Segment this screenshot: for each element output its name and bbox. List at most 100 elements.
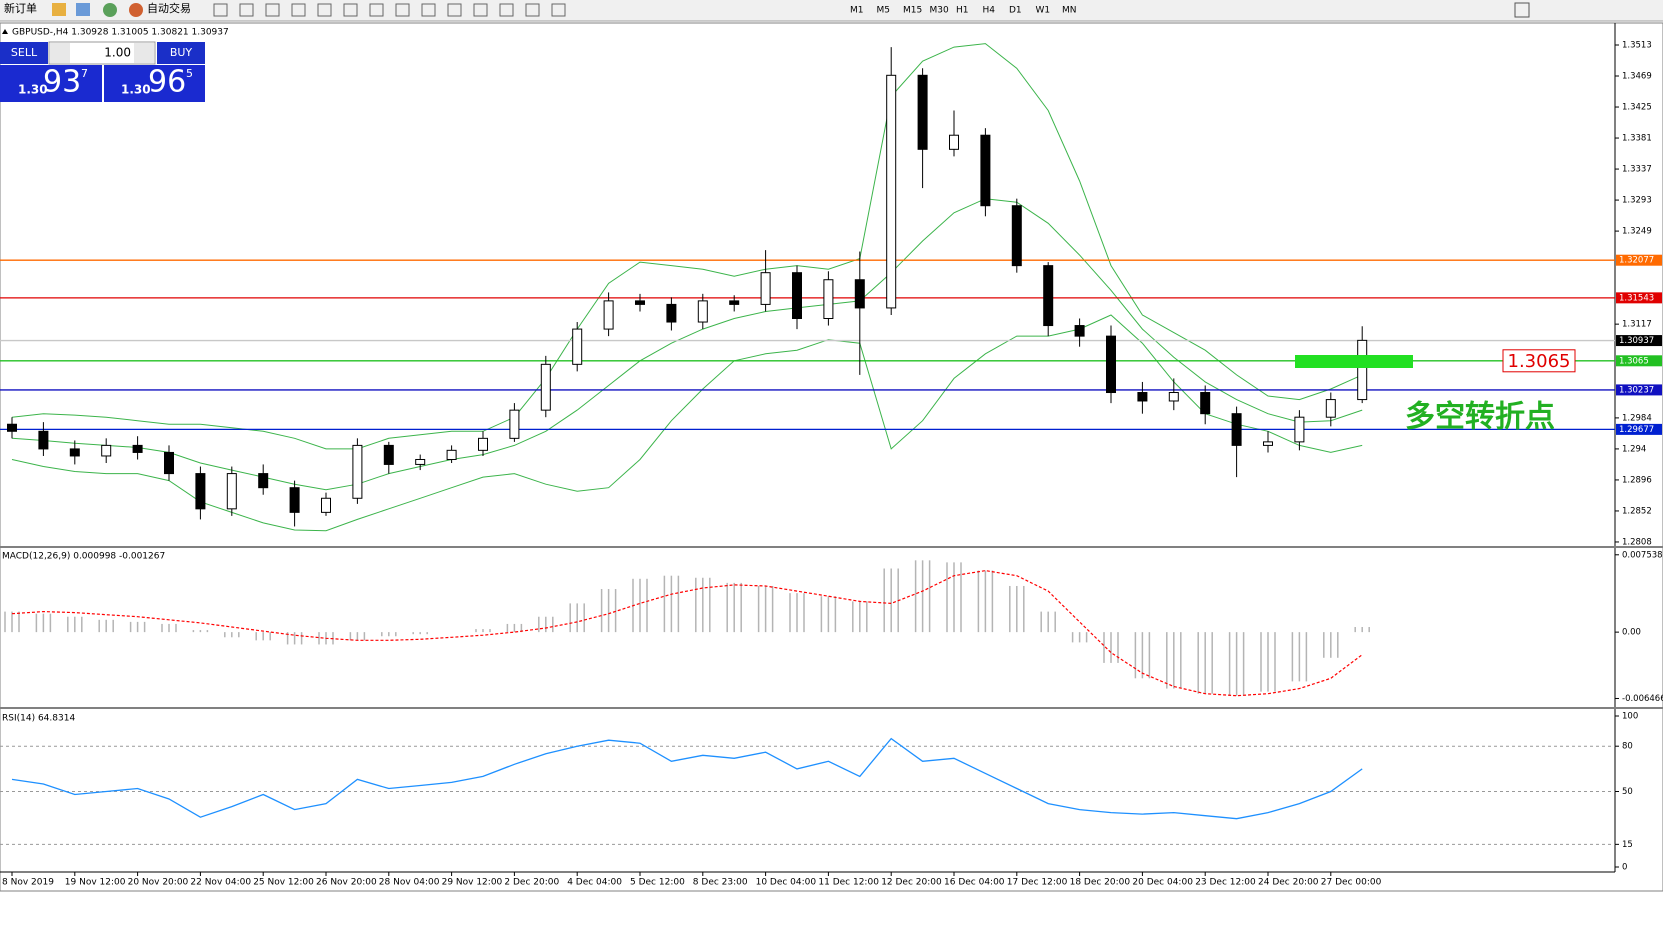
level-tag-label: 1.31543 [1619,293,1654,303]
timeframe-button[interactable]: M30 [930,6,949,16]
timeframe-button[interactable]: H1 [956,6,969,16]
tool-icon[interactable] [551,3,566,17]
auto-trading-icon[interactable] [129,3,143,17]
timeframe-button[interactable]: M1 [850,6,864,16]
candle-body [38,430,49,450]
candle-body [635,300,645,305]
sell-button[interactable] [0,42,48,64]
tool-icon[interactable] [421,3,436,17]
level-annotation-box [1502,349,1576,373]
search-icon[interactable] [1514,2,1530,18]
time-label: 8 Nov 2019 [2,878,54,888]
icon[interactable] [103,3,117,17]
macd-signal [11,569,1363,697]
bollinger-lower [11,314,1363,532]
timeframe-button[interactable]: M15 [903,6,922,16]
tool-icon[interactable] [213,3,228,17]
icon[interactable] [76,3,90,16]
candle-body [1168,392,1179,402]
tool-icon[interactable] [499,3,514,17]
candle-body [1011,205,1022,267]
sell-price-prefix[interactable]: 1.30 [18,83,48,97]
trade-panel: SELL 1.00 BUY 1.30 93 7 1.30 96 5 [0,41,205,102]
buy-price-small[interactable]: 5 [186,67,193,80]
tool-icon[interactable] [447,3,462,17]
y-tick-label: 1.2852 [1622,506,1652,516]
tool-icon[interactable] [343,3,358,17]
collapse-icon[interactable] [2,29,8,34]
rsi-title: RSI(14) 64.8314 [2,714,75,724]
sell-label[interactable]: SELL [11,46,38,59]
volume-box[interactable] [48,41,156,65]
candle-body [7,423,17,432]
annotation: 多空转折点 [1405,400,1555,435]
y-tick-label: 1.3117 [1622,320,1652,330]
tool-icon[interactable] [395,3,410,17]
sell-price-big[interactable]: 93 [43,65,81,100]
y-tick-label: 1.3249 [1622,227,1652,237]
tool-icon[interactable] [265,3,280,17]
chart-title: GBPUSD-,H4 1.30928 1.31005 1.30821 1.309… [12,28,229,38]
time-label: 17 Dec 12:00 [1007,878,1068,888]
candle-body [101,444,112,457]
candle-body [540,363,551,411]
buy-price-prefix[interactable]: 1.30 [121,83,151,97]
tool-icon[interactable] [291,3,306,17]
candle-body [164,451,174,475]
y-tick-label: 1.2896 [1622,475,1652,485]
candle-body [289,487,300,513]
candle-body [1106,335,1116,394]
y-tick-label: 1.3425 [1622,103,1652,113]
tool-icon[interactable] [369,3,384,17]
volume-down[interactable] [50,43,70,63]
new-order-button[interactable]: 新订单 [4,1,37,15]
buy-price-box[interactable] [104,65,205,102]
buy-label[interactable]: BUY [170,46,193,59]
time-label: 20 Dec 04:00 [1132,878,1193,888]
sell-price-small[interactable]: 7 [81,67,88,80]
candle-body [258,473,269,489]
sell-price-box[interactable] [0,65,102,102]
buy-button[interactable] [157,42,205,64]
level-tag-label: 1.32077 [1619,256,1654,266]
time-label: 18 Dec 20:00 [1070,878,1131,888]
level-tag-label: 1.30237 [1619,385,1654,395]
candle-body [886,74,897,309]
candle-body [949,134,959,150]
timeframe-button[interactable]: M5 [877,6,891,16]
timeframe-button[interactable]: D1 [1009,6,1022,16]
volume-up[interactable] [134,43,154,63]
level-tag [1616,335,1662,347]
candle-body [760,272,771,305]
y-tick-label: 1.3469 [1622,72,1652,82]
volume[interactable]: 1.00 [104,46,131,60]
y-tick-label: 0 [1622,863,1627,873]
candle-body [509,409,520,439]
plot: 1.3513 1.3469 1.3425 1.3381 1.3337 1.3293 1.32… [0,40,1663,888]
tool-icon[interactable] [239,3,254,17]
y-tick-label: 80 [1622,742,1633,752]
tool-icon[interactable] [525,3,540,17]
candle-body [383,444,394,465]
tool-icon[interactable] [473,3,488,17]
candle-body [697,300,708,323]
icon[interactable] [52,3,66,16]
timeframe-button[interactable]: H4 [983,6,996,16]
auto-trading-button[interactable]: 自动交易 [147,1,191,15]
time-label: 27 Dec 00:00 [1321,878,1382,888]
level-annotation: 1.3065 [1508,351,1571,372]
level-tag [1616,292,1662,304]
candle-body [572,328,583,365]
timeframe-button[interactable]: MN [1062,6,1077,16]
candle-body [603,300,614,330]
y-tick-label: 1.294 [1622,444,1646,454]
y-tick-label: 100 [1622,712,1638,722]
time-label: 16 Dec 04:00 [944,878,1005,888]
tool-icon[interactable] [317,3,332,17]
timeframe-button[interactable]: W1 [1036,6,1051,16]
buy-price-big[interactable]: 96 [148,65,186,100]
candle-body [1325,399,1336,418]
time-label: 29 Nov 12:00 [442,878,503,888]
